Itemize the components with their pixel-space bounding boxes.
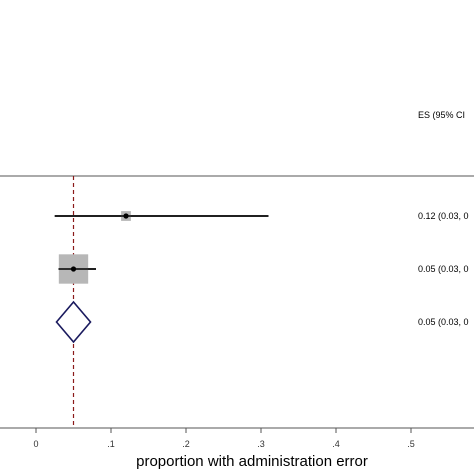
x-tick-label-4: .4 [332,439,340,449]
es-column-header: ES (95% CI [418,110,465,120]
es-label-0: 0.12 (0.03, 0 [418,211,469,221]
x-tick-label-5: .5 [407,439,415,449]
x-tick-label-0: 0 [33,439,38,449]
es-label-1: 0.05 (0.03, 0 [418,264,469,274]
x-axis-title: proportion with administration error [136,453,368,470]
x-axis-ticks: 0 .1 .2 .3 .4 .5 [33,428,415,449]
point-estimate-1 [70,266,77,272]
es-label-2: 0.05 (0.03, 0 [418,317,469,327]
x-tick-label-2: .2 [182,439,190,449]
rows-layer: 0.12 (0.03, 0 0.05 (0.03, 0 0.05 (0.03, 0 [54,211,469,344]
x-tick-label-3: .3 [257,439,265,449]
x-tick-label-1: .1 [107,439,115,449]
overall-diamond-2 [55,300,92,344]
point-estimate-0 [123,213,129,219]
